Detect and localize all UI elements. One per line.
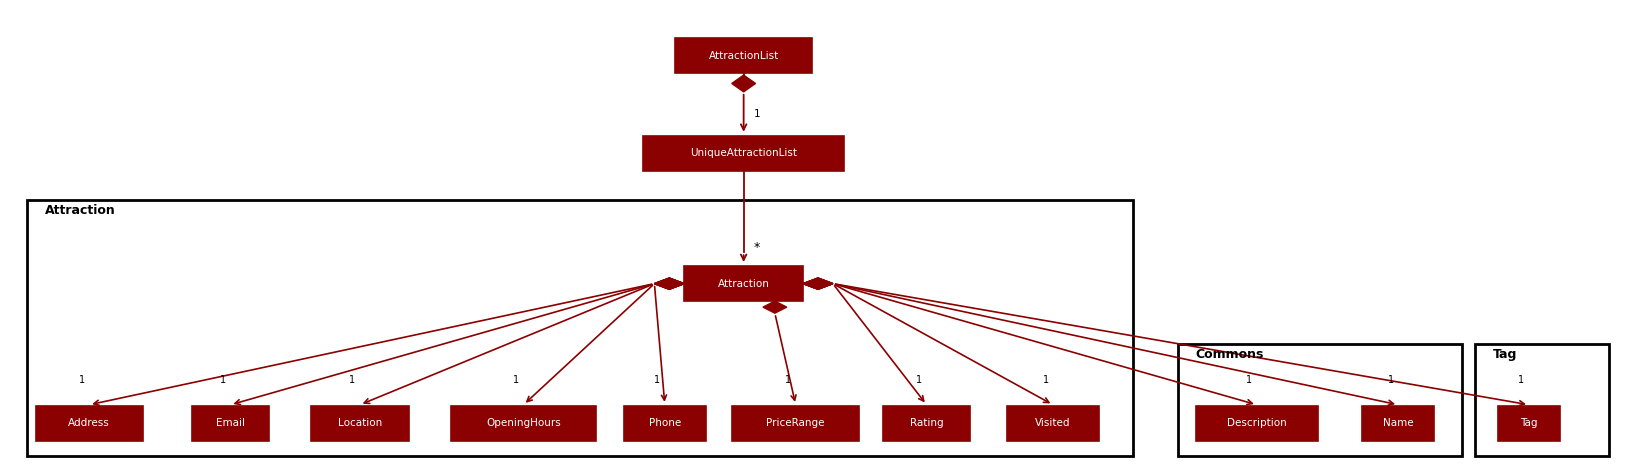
Text: 1: 1 xyxy=(785,375,792,385)
Bar xyxy=(643,136,844,171)
Text: 1: 1 xyxy=(1387,375,1394,385)
Polygon shape xyxy=(654,278,684,289)
Polygon shape xyxy=(803,278,833,289)
Text: Attraction: Attraction xyxy=(44,204,116,217)
Polygon shape xyxy=(654,278,684,289)
Bar xyxy=(623,405,705,441)
Text: Rating: Rating xyxy=(910,418,944,428)
Text: Visited: Visited xyxy=(1036,418,1070,428)
Bar xyxy=(676,39,811,73)
Text: UniqueAttractionList: UniqueAttractionList xyxy=(690,148,797,159)
Polygon shape xyxy=(762,301,787,313)
Text: Tag: Tag xyxy=(1520,418,1538,428)
Text: Name: Name xyxy=(1382,418,1414,428)
Polygon shape xyxy=(654,278,684,289)
Bar xyxy=(1363,405,1433,441)
Text: 1: 1 xyxy=(654,375,661,385)
Polygon shape xyxy=(654,278,684,289)
Text: Address: Address xyxy=(69,418,110,428)
Bar xyxy=(26,200,1134,456)
Text: Commons: Commons xyxy=(1196,348,1265,361)
Text: 1: 1 xyxy=(1042,375,1049,385)
Text: 1: 1 xyxy=(1247,375,1253,385)
Bar xyxy=(1006,405,1099,441)
Polygon shape xyxy=(803,278,833,289)
Polygon shape xyxy=(654,278,684,289)
Text: 1: 1 xyxy=(916,375,923,385)
Text: Tag: Tag xyxy=(1494,348,1518,361)
Bar xyxy=(1196,405,1317,441)
Text: 1: 1 xyxy=(219,375,226,385)
Bar xyxy=(883,405,970,441)
Bar xyxy=(450,405,597,441)
Polygon shape xyxy=(803,278,833,289)
Text: OpeningHours: OpeningHours xyxy=(486,418,561,428)
Text: *: * xyxy=(754,241,761,254)
Text: Location: Location xyxy=(337,418,383,428)
Bar xyxy=(191,405,270,441)
Text: 1: 1 xyxy=(79,375,85,385)
Text: 1: 1 xyxy=(754,109,761,119)
Bar xyxy=(684,266,803,301)
Bar xyxy=(733,405,859,441)
Text: 1: 1 xyxy=(514,375,519,385)
Polygon shape xyxy=(803,278,833,289)
Text: Phone: Phone xyxy=(649,418,681,428)
Bar xyxy=(1476,344,1610,456)
Text: 1: 1 xyxy=(350,375,355,385)
Bar xyxy=(1178,344,1463,456)
Text: Description: Description xyxy=(1227,418,1286,428)
Polygon shape xyxy=(803,278,833,289)
Text: 1: 1 xyxy=(1518,375,1525,385)
Polygon shape xyxy=(731,75,756,92)
Text: PriceRange: PriceRange xyxy=(766,418,825,428)
Text: Email: Email xyxy=(216,418,245,428)
Text: AttractionList: AttractionList xyxy=(708,51,779,61)
Text: Attraction: Attraction xyxy=(718,279,769,289)
Bar xyxy=(311,405,409,441)
Bar xyxy=(1497,405,1561,441)
Bar xyxy=(36,405,142,441)
